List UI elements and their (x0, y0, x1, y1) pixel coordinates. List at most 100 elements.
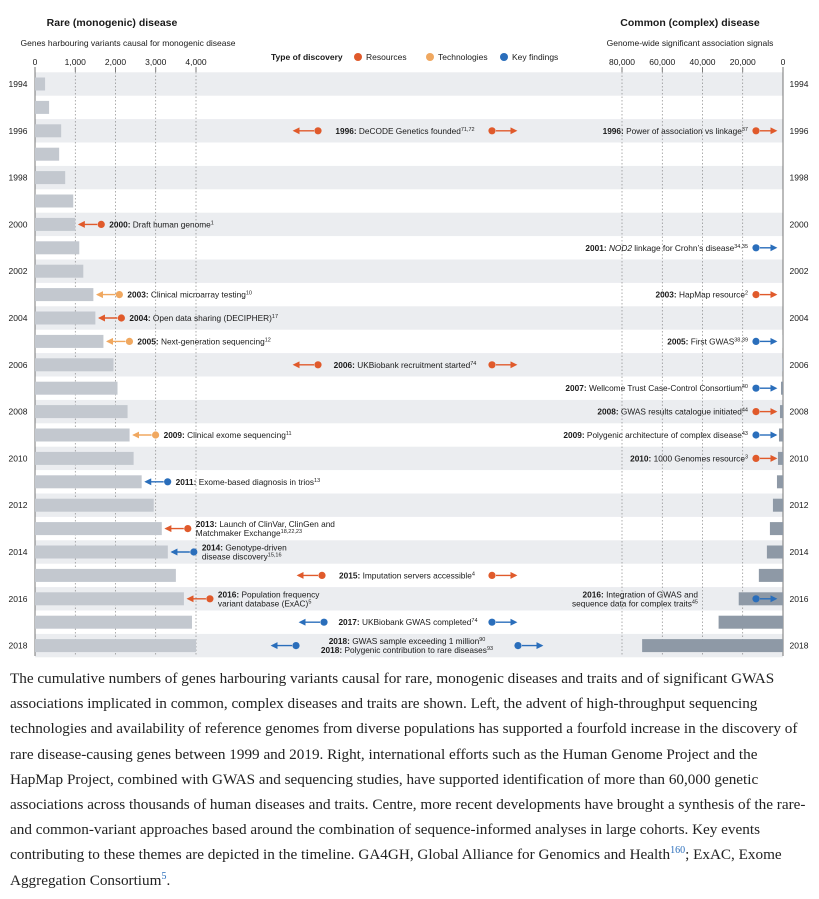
left-bar-2007 (35, 381, 118, 395)
year-label-right-2016: 2016 (790, 594, 809, 604)
event-2011-left-15-text-span: 13 (314, 478, 320, 484)
row-band-1994 (35, 72, 783, 96)
left-bar-2003 (35, 288, 94, 302)
legend-title: Type of discovery (271, 52, 343, 62)
event-1996-right-1-text-span: 37 (742, 127, 748, 133)
event-2011-left-15-text-span: Exome-based diagnosis in trios (199, 477, 314, 487)
right-bar-2006 (782, 358, 783, 372)
left-bar-1999 (35, 194, 74, 208)
event-2005-right-8-text-span: 2005: (667, 336, 691, 346)
event-2015-center-18-text-span: Imputation servers accessible (363, 570, 473, 580)
caption-ref-5[interactable]: 5 (161, 870, 167, 882)
right-bar-2008 (779, 405, 783, 419)
row-band-2008 (35, 399, 783, 424)
event-2009-left-12-text-span: Clinical exome sequencing (187, 430, 286, 440)
event-1996-right-1-dot (752, 127, 760, 135)
row-band-1998 (35, 165, 783, 190)
event-2014-left-17-dot (190, 548, 198, 556)
left-tick-label-1000: 1,000 (65, 57, 87, 67)
event-2016-left-19-labelb: variant database (ExAC)5 (218, 598, 311, 608)
right-tick-label-80000: 80,000 (609, 57, 635, 67)
left-bar-2002 (35, 264, 84, 278)
event-2018-center2-22-dot (292, 642, 300, 650)
event-2016-right-20-label: 2016: Integration of GWAS and (583, 589, 699, 599)
event-2015-center-18-text-span: 4 (472, 571, 475, 577)
event-2004-left-6-dot (117, 314, 125, 322)
right-tick-label-20000: 20,000 (730, 57, 756, 67)
event-2003-right-5-label: 2003: HapMap resource2 (655, 290, 748, 300)
year-label-right-2018: 2018 (790, 641, 809, 651)
event-2013-left-16-labelb: Matchmaker Exchange18,22,23 (196, 528, 302, 538)
event-2000-left-2-dot (97, 220, 105, 228)
event-2005-right-8-text-span: First GWAS (691, 336, 735, 346)
row-band-2010 (35, 446, 783, 471)
legend-marker-key-findings (500, 53, 508, 61)
caption-ref-160[interactable]: 160 (670, 845, 686, 857)
event-2009-left-12-text-span: 2009: (164, 430, 188, 440)
event-2018-center2-22-label: 2018: GWAS sample exceeding 1 million90 (329, 636, 486, 646)
year-label-left-2010: 2010 (9, 453, 28, 463)
year-label-left-1994: 1994 (9, 79, 28, 89)
event-2016-right-20-dot (752, 595, 760, 603)
event-2014-left-17-text-span: 2014: (202, 543, 226, 553)
event-2005-right-8-dot (752, 337, 760, 345)
event-2017-center-21-text-span: UKBiobank GWAS completed (362, 617, 472, 627)
left-tick-label-0: 0 (33, 57, 38, 67)
event-2004-left-6-text-span: 17 (272, 314, 278, 320)
event-2016-left-19-label: 2016: Population frequency (218, 589, 320, 599)
right-bar-2017 (718, 615, 783, 629)
event-2014-left-17-text-span: 15,16 (268, 553, 282, 559)
event-2007-right-10-text-span: Wellcome Trust Case-Control Consortium (589, 383, 742, 393)
event-2017-center-21-r-dot (488, 618, 496, 626)
event-2016-right-20-text-span: 45 (692, 599, 698, 605)
year-label-right-2014: 2014 (790, 547, 809, 557)
right-tick-label-40000: 40,000 (690, 57, 716, 67)
event-2018-center2-22-text-span: 2018: (329, 636, 353, 646)
left-bar-1997 (35, 147, 60, 161)
left-tick-label-2000: 2,000 (105, 57, 127, 67)
event-2009-right-13-text-span: 43 (742, 431, 748, 437)
event-1996-center-0-text-span: DeCODE Genetics founded (359, 126, 461, 136)
event-2014-left-17-text-span: Genotype-driven (225, 543, 287, 553)
event-2007-right-10-text-span: 40 (742, 384, 748, 390)
left-bar-2000 (35, 217, 76, 231)
event-2009-left-12-dot (151, 431, 160, 439)
year-label-right-1996: 1996 (790, 126, 809, 136)
year-label-left-2018: 2018 (9, 641, 28, 651)
figure-caption: The cumulative numbers of genes harbouri… (10, 666, 810, 893)
right-bar-2007 (780, 381, 783, 395)
left-panel-subtitle: Genes harbouring variants causal for mon… (21, 38, 236, 48)
event-2016-right-20-labelb: sequence data for complex traits45 (572, 598, 698, 608)
caption-mid: ; ExAC, Exome Aggregation Consortium (10, 846, 782, 889)
row-band-2018 (35, 633, 783, 658)
event-2000-left-2-text-span: Draft human genome (133, 219, 211, 229)
year-label-right-2008: 2008 (790, 407, 809, 417)
event-2013-left-16-text-span: 2013: (196, 519, 220, 529)
event-2005-right-8-text-span: 38,39 (734, 337, 748, 343)
event-1996-right-1-text-span: 1996: (603, 126, 627, 136)
left-bar-2009 (35, 428, 130, 442)
event-2005-left-7-text-span: 2005: (137, 336, 161, 346)
event-2007-right-10-text-span: 2007: (565, 383, 589, 393)
event-2001-right-3-text-span: 2001: (585, 243, 609, 253)
event-1996-right-1-text-span: Power of association vs linkage (626, 126, 742, 136)
event-2010-right-14-text-span: 2010: (630, 453, 654, 463)
event-2010-right-14-text-span: 3 (745, 454, 748, 460)
event-2001-right-3-text-span: linkage for Crohn’s disease (632, 243, 735, 253)
event-2018-center2-22-text-span: GWAS sample exceeding 1 million (352, 636, 479, 646)
left-bar-2012 (35, 498, 154, 512)
left-bar-2005 (35, 334, 104, 348)
event-2001-right-3-text-span: NOD2 (609, 243, 632, 253)
event-2007-right-10-label: 2007: Wellcome Trust Case-Control Consor… (565, 383, 748, 393)
event-2017-center-21-label: 2017: UKBiobank GWAS completed74 (338, 617, 477, 627)
event-2003-left-4-text-span: 10 (246, 291, 252, 297)
event-2009-right-13-dot (752, 431, 760, 439)
event-2010-right-14-text-span: 1000 Genomes resource (654, 453, 746, 463)
event-2016-right-20-text-span: sequence data for complex traits (572, 598, 692, 608)
event-2004-left-6-label: 2004: Open data sharing (DECIPHER)17 (129, 313, 278, 323)
year-label-left-2008: 2008 (9, 407, 28, 417)
row-band-2000 (35, 212, 783, 237)
event-1996-center-0-label: 1996: DeCODE Genetics founded71,72 (335, 126, 474, 136)
year-label-left-2012: 2012 (9, 500, 28, 510)
event-2006-center-9-label: 2006: UKBiobank recruitment started74 (334, 360, 477, 370)
